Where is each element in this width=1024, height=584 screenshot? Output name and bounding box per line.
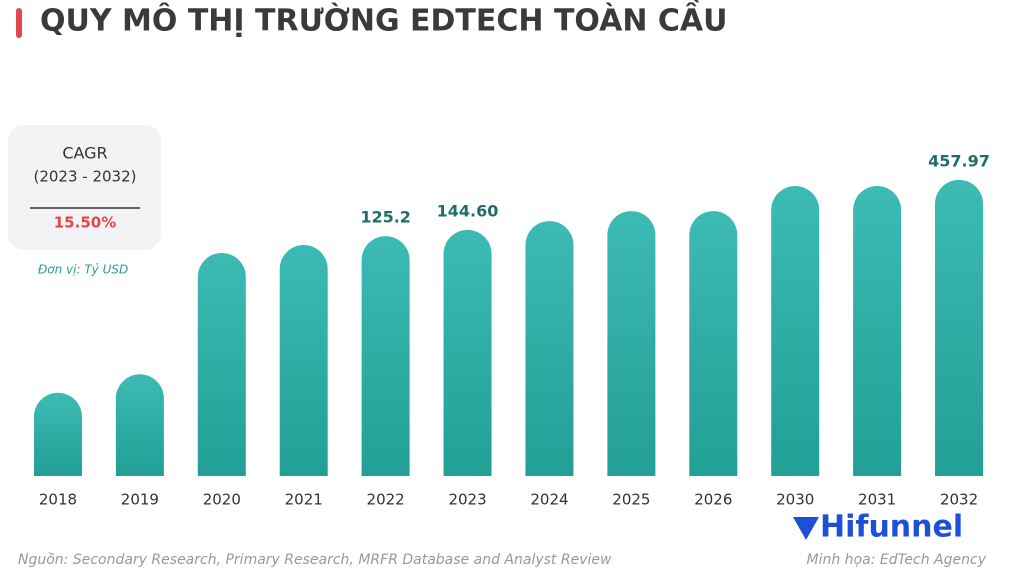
x-tick-label: 2022 [367, 491, 405, 509]
value-label: 125.2 [360, 208, 411, 227]
x-tick-label: 2023 [448, 491, 486, 509]
unit-note: Đơn vị: Tỷ USD [38, 263, 128, 277]
x-tick-label: 2019 [121, 491, 159, 509]
bar [197, 252, 246, 476]
cagr-period: (2023 - 2032) [33, 168, 136, 186]
cagr-box [8, 125, 161, 250]
bar [279, 245, 328, 476]
bar [443, 229, 492, 476]
logo-icon [793, 517, 819, 540]
x-tick-label: 2031 [858, 491, 896, 509]
x-tick-label: 2018 [39, 491, 77, 509]
bar [607, 211, 656, 476]
cagr-value: 15.50% [54, 214, 116, 232]
value-label: 457.97 [928, 151, 990, 170]
x-tick-label: 2032 [940, 491, 978, 509]
bar [853, 186, 902, 476]
x-tick-label: 2030 [776, 491, 814, 509]
x-tick-label: 2026 [694, 491, 732, 509]
x-tick-label: 2020 [203, 491, 241, 509]
value-label: 144.60 [437, 201, 499, 220]
bar [115, 374, 164, 476]
cagr-label: CAGR [62, 144, 107, 163]
source-note: Nguồn: Secondary Research, Primary Resea… [18, 551, 612, 568]
x-tick-label: 2025 [612, 491, 650, 509]
bar [935, 179, 984, 476]
x-tick-label: 2021 [285, 491, 323, 509]
x-tick-label: 2024 [530, 491, 568, 509]
chart-title: QUY MÔ THỊ TRƯỜNG EDTECH TOÀN CẦU [40, 0, 727, 39]
title-accent [16, 8, 22, 38]
bar [361, 236, 410, 476]
bar [689, 211, 738, 476]
logo: Hifunnel [820, 510, 963, 545]
credit-note: Minh họa: EdTech Agency [807, 552, 987, 568]
bar [33, 392, 82, 476]
bar [525, 221, 574, 476]
bar [771, 186, 820, 476]
